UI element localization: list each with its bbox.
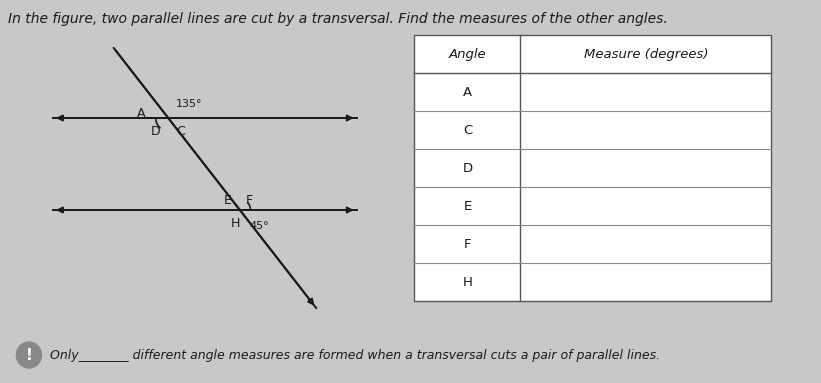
Text: C: C [463,123,472,136]
Text: Angle: Angle [448,47,486,61]
Text: In the figure, two parallel lines are cut by a transversal. Find the measures of: In the figure, two parallel lines are cu… [7,12,667,26]
Text: C: C [177,124,185,137]
Text: E: E [223,193,232,206]
Text: E: E [463,200,471,213]
Text: Measure (degrees): Measure (degrees) [584,47,708,61]
Text: A: A [137,106,145,119]
Text: 135°: 135° [176,99,203,109]
Text: Only________ different angle measures are formed when a transversal cuts a pair : Only________ different angle measures ar… [50,349,660,362]
Text: D: D [462,162,473,175]
Text: H: H [231,216,240,229]
Text: !: ! [25,347,32,362]
Circle shape [16,342,41,368]
Text: 45°: 45° [250,221,269,231]
Text: D: D [151,124,161,137]
Text: H: H [462,275,472,288]
Text: A: A [463,85,472,98]
Bar [415,35,771,301]
Text: F: F [464,237,471,250]
Text: F: F [246,193,253,206]
